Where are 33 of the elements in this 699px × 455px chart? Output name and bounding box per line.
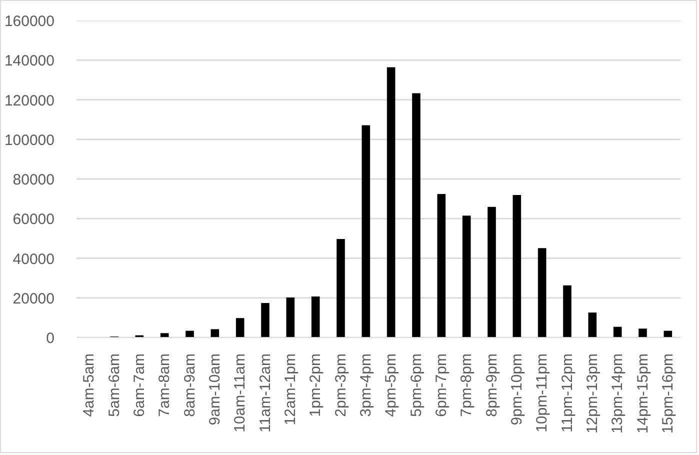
- x-tick-label: 7pm-8pm: [458, 353, 476, 417]
- y-tick-label: 40000: [12, 250, 55, 268]
- x-tick-label: 12am-1pm: [282, 353, 299, 426]
- y-tick-label: 100000: [4, 132, 55, 149]
- y-tick-label: 80000: [12, 172, 55, 188]
- x-tick-label: 12pm-13pm: [584, 353, 601, 434]
- x-tick-label: 4am-5am: [80, 353, 98, 417]
- x-tick-label: 9am-10am: [206, 353, 224, 426]
- x-tick-label: 11pm-12pm: [558, 353, 576, 432]
- x-tick-label: 5pm-6pm: [408, 353, 425, 417]
- x-tick-label: 11am-12am: [256, 353, 274, 432]
- x-tick-label: 10am-11am: [232, 353, 249, 432]
- y-tick-label: 120000: [4, 92, 55, 110]
- y-tick-label: 0: [46, 330, 54, 347]
- x-tick-label: 5am-6am: [106, 353, 123, 417]
- x-tick-label: 8pm-9pm: [483, 353, 500, 417]
- x-tick-label: 7am-8am: [156, 353, 174, 417]
- y-tick-label: 60000: [12, 211, 55, 228]
- x-tick-label: 6am-7am: [130, 353, 148, 417]
- y-tick-label: 20000: [12, 290, 55, 308]
- x-tick-label: 10pm-11pm: [534, 353, 551, 432]
- x-tick-label: 3pm-4pm: [357, 353, 374, 417]
- x-tick-label: 4pm-5pm: [382, 353, 400, 417]
- y-tick-label: 140000: [4, 52, 55, 70]
- x-tick-label: 13pm-14pm: [609, 353, 626, 434]
- x-tick-label: 15pm-16pm: [659, 353, 676, 434]
- x-tick-label: 2pm-3pm: [332, 353, 350, 417]
- x-tick-label: 14pm-15pm: [634, 353, 652, 434]
- x-tick-label: 1pm-2pm: [307, 353, 324, 417]
- x-tick-label: 9pm-10pm: [508, 353, 526, 426]
- x-tick-label: 8am-9am: [181, 353, 198, 417]
- x-tick-label: 6pm-7pm: [432, 353, 450, 417]
- y-tick-label: 160000: [4, 13, 55, 30]
